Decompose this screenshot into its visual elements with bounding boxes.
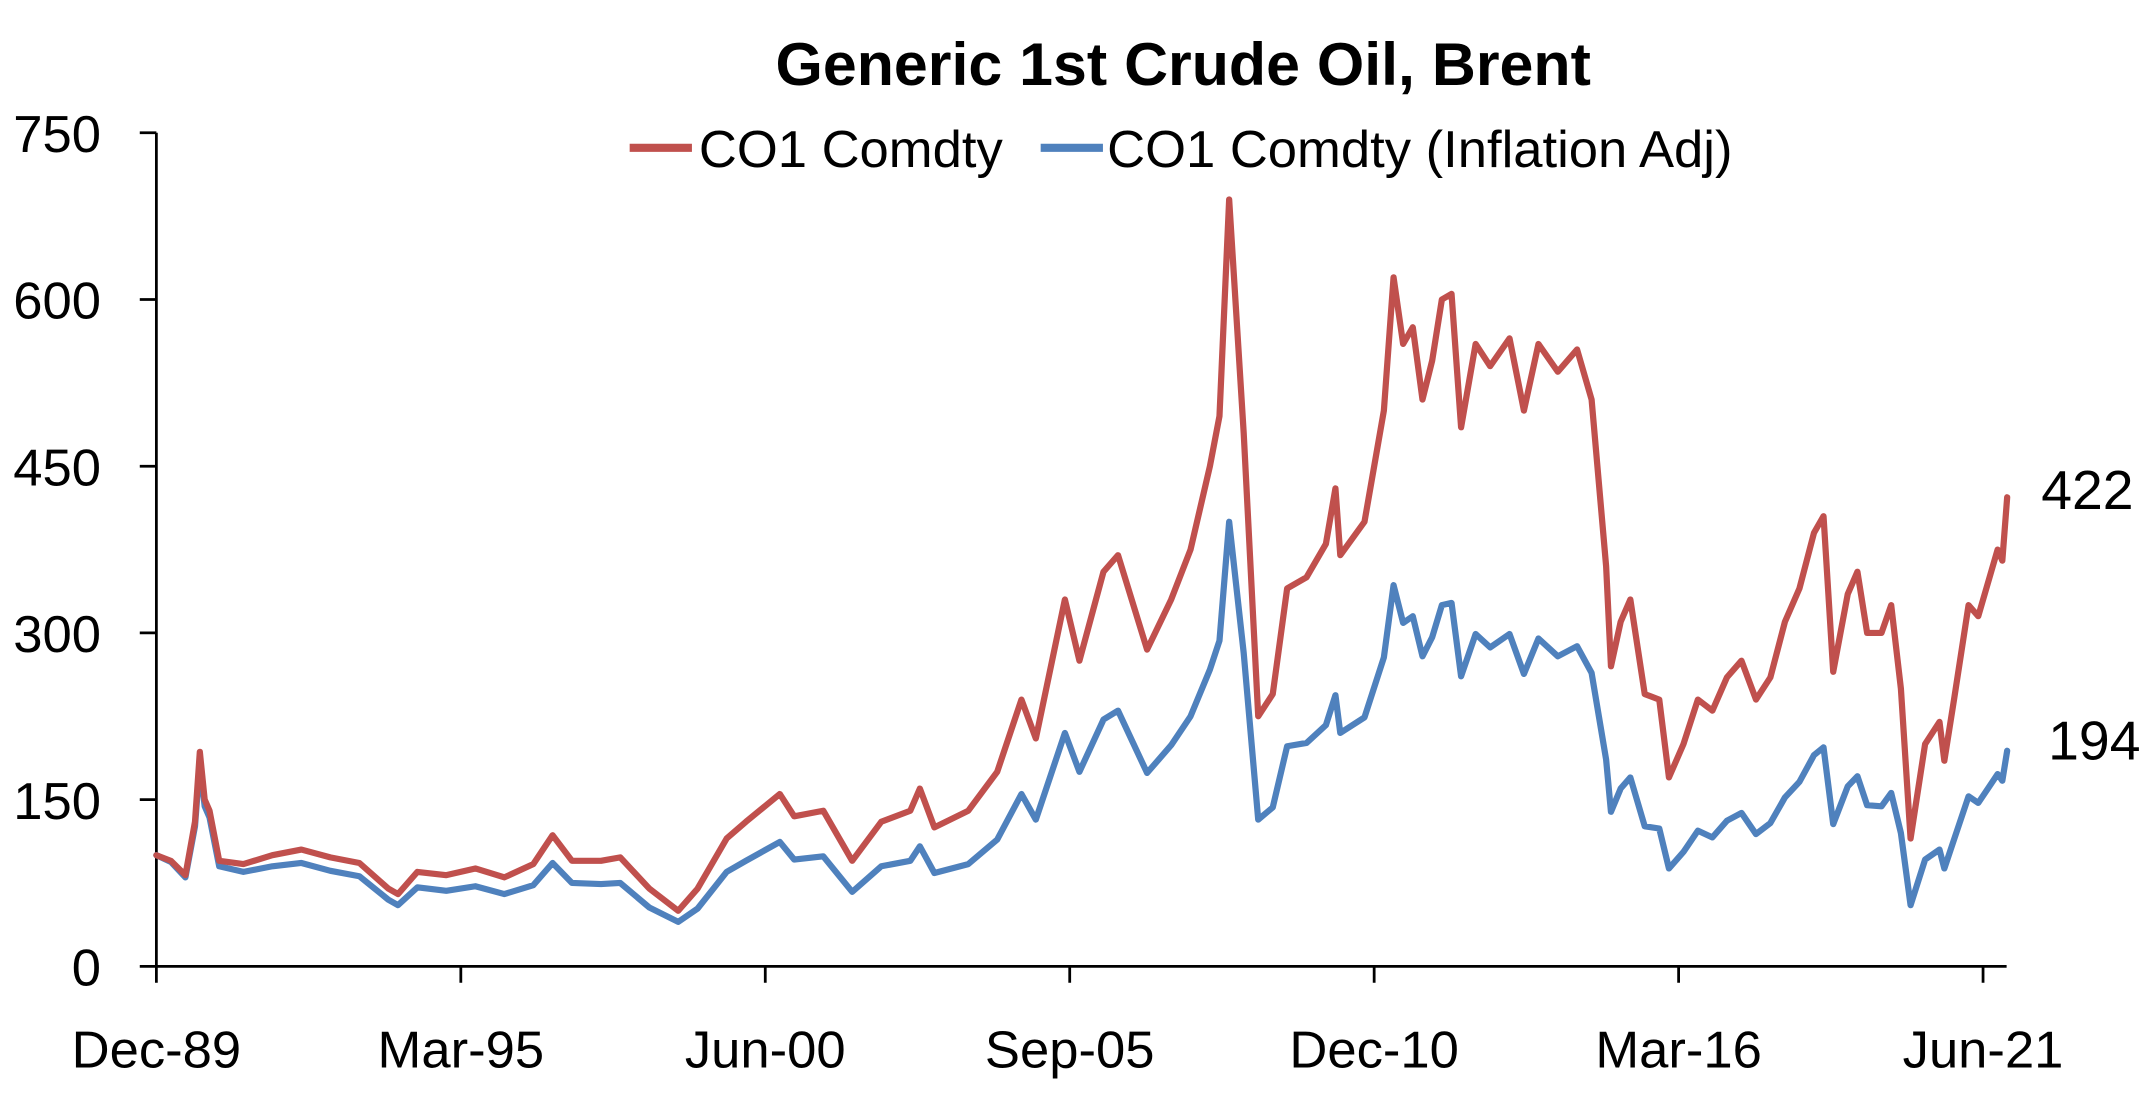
legend-label-co1-inflation-adj: CO1 Comdty (Inflation Adj) [1107, 121, 1732, 179]
x-tick-label: Jun-21 [1903, 1022, 2064, 1080]
end-label-co1: 422 [2041, 459, 2133, 521]
y-tick-label: 450 [13, 440, 101, 498]
y-tick-label: 750 [13, 106, 101, 164]
series-line-co1 [153, 196, 2011, 914]
y-tick-label: 300 [13, 606, 101, 664]
series-lines [153, 196, 2011, 925]
chart-title: Generic 1st Crude Oil, Brent [776, 30, 1591, 98]
x-tick-label: Jun-00 [685, 1022, 846, 1080]
y-ticks: 0 150 300 450 600 750 [13, 106, 157, 998]
y-tick-label: 600 [13, 273, 101, 331]
x-tick-label: Mar-16 [1595, 1022, 1762, 1080]
y-tick-label: 150 [13, 773, 101, 831]
x-tick-label: Dec-89 [72, 1022, 242, 1080]
x-tick-label: Sep-05 [985, 1022, 1155, 1080]
x-ticks: Dec-89 Mar-95 Jun-00 Sep-05 Dec-10 Mar-16 Jun-… [72, 966, 2064, 1080]
series-line-co1-inflation-adj [153, 518, 2011, 925]
x-tick-label: Mar-95 [378, 1022, 545, 1080]
end-label-co1-inflation-adj: 194 [2048, 710, 2140, 772]
legend: CO1 Comdty CO1 Comdty (Inflation Adj) [629, 121, 1733, 179]
legend-label-co1: CO1 Comdty [699, 121, 1004, 179]
y-tick-label: 0 [72, 940, 101, 998]
x-tick-label: Dec-10 [1289, 1022, 1459, 1080]
